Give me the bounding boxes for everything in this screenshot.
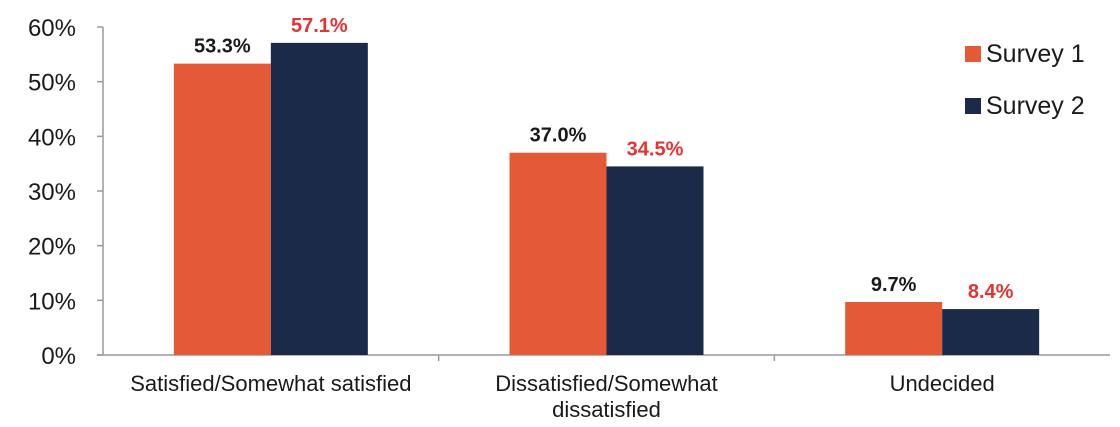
x-category-label: dissatisfied <box>552 397 661 422</box>
bar-survey-1 <box>509 152 607 355</box>
bars <box>173 42 1040 355</box>
bar-survey-2 <box>270 42 368 355</box>
legend-label: Survey 1 <box>986 40 1085 68</box>
bar-survey-2 <box>942 309 1040 355</box>
y-tick-label: 30% <box>28 179 76 206</box>
y-tick-label: 10% <box>28 288 76 315</box>
data-label: 37.0% <box>530 125 587 147</box>
y-tick-label: 60% <box>28 15 76 42</box>
y-tick-label: 40% <box>28 124 76 151</box>
y-tick-label: 20% <box>28 234 76 261</box>
bar-survey-1 <box>845 301 943 355</box>
legend-swatch <box>965 98 981 114</box>
legend: Survey 1 Survey 2 <box>965 40 1085 120</box>
axes: 0% 10% 20% 30% 40% 50% 60% Satisfied/Somewhat s… <box>28 15 1110 422</box>
data-label: 34.5% <box>627 138 684 160</box>
y-tick-label: 50% <box>28 70 76 97</box>
data-labels: 53.3% 57.1% 37.0% 34.5% 9.7% 8.4% <box>194 15 1014 303</box>
x-category-label: Dissatisfied/Somewhat <box>495 371 718 396</box>
bar-survey-1 <box>173 63 271 355</box>
data-label: 9.7% <box>871 274 917 296</box>
data-label: 57.1% <box>291 15 348 37</box>
data-label: 8.4% <box>968 281 1014 303</box>
data-label: 53.3% <box>194 36 251 58</box>
y-tick-label: 0% <box>41 343 76 370</box>
legend-swatch <box>965 46 981 62</box>
legend-label: Survey 2 <box>986 92 1085 120</box>
x-category-label: Undecided <box>890 371 995 396</box>
bar-survey-2 <box>606 166 704 355</box>
x-category-label: Satisfied/Somewhat satisfied <box>130 371 411 396</box>
